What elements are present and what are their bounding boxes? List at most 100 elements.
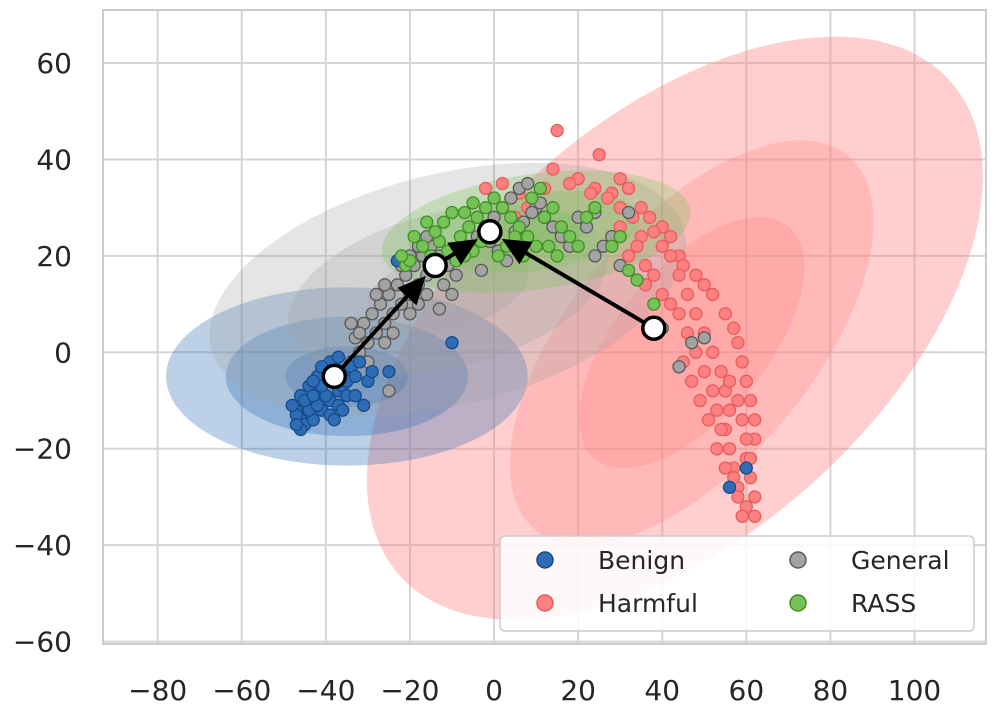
centroid-marker [641, 315, 667, 341]
centroid-marker [422, 252, 448, 279]
harmful-point [621, 249, 636, 263]
general-point [449, 268, 463, 282]
general-point [382, 384, 396, 398]
rass-point [457, 205, 472, 220]
harmful-point [722, 374, 737, 388]
benign-point [289, 417, 304, 432]
legend-box [499, 535, 975, 632]
rass-point [466, 196, 480, 210]
general-point [386, 326, 400, 340]
x-tick-label: 80 [813, 674, 849, 707]
harmful-point [710, 403, 724, 417]
scatter-points [285, 123, 762, 523]
x-tick-label: 0 [485, 674, 503, 707]
rass-point [550, 249, 564, 263]
harmful-point [663, 297, 678, 311]
general-point [521, 176, 535, 191]
harmful-point [743, 393, 758, 408]
legend-label-general: General [851, 546, 950, 575]
x-tick-label: 100 [888, 674, 941, 707]
rass-point [415, 239, 430, 253]
harmful-point [495, 176, 510, 191]
benign-point [327, 413, 341, 427]
rass-point [420, 215, 434, 229]
benign-point [352, 355, 367, 369]
benign-point [306, 389, 320, 403]
harmful-point [680, 287, 695, 302]
harmful-point [722, 442, 737, 456]
tick-labels: −80 −60 −40 −20 0 20 40 60 80 100 60 40 20 0 −20 −40 −60 [13, 47, 941, 707]
legend: Benign Harmful General RASS [499, 535, 975, 632]
rass-point [542, 239, 556, 253]
benign-point [445, 336, 459, 350]
harmful-point [697, 364, 711, 379]
y-tick-label: −20 [13, 433, 72, 466]
benign-point [285, 398, 299, 412]
rass-point [445, 205, 459, 220]
harmful-point [714, 422, 728, 437]
general-point [436, 278, 451, 292]
legend-marker-rass [789, 594, 807, 612]
harmful-point [647, 225, 661, 239]
rass-point [462, 220, 476, 234]
harmful-point [689, 307, 703, 321]
harmful-point [630, 239, 644, 253]
rass-point [579, 210, 594, 224]
harmful-point [739, 374, 753, 388]
benign-point [382, 364, 396, 379]
general-point [344, 316, 358, 331]
x-tick-label: −40 [296, 674, 355, 707]
harmful-point [563, 176, 577, 191]
harmful-point [655, 287, 669, 302]
benign-point [348, 369, 362, 384]
harmful-point [731, 490, 745, 504]
rass-point [630, 273, 644, 287]
harmful-point [634, 201, 648, 215]
rass-point [487, 191, 501, 205]
grid [103, 10, 986, 644]
harmful-point [706, 287, 720, 302]
y-tick-label: 60 [36, 47, 72, 80]
benign-point [365, 364, 379, 379]
rass-point [478, 201, 493, 215]
harmful-point [663, 249, 678, 263]
harmful-point [748, 490, 762, 504]
benign-point [331, 350, 346, 364]
general-point [697, 331, 711, 345]
harmful-point [672, 307, 686, 321]
rass-point [407, 229, 421, 244]
benign-point [348, 389, 362, 403]
harmful-point [584, 186, 598, 200]
harmful-point [663, 229, 678, 244]
harmful-point [592, 147, 606, 162]
rass-point [613, 229, 627, 244]
general-point [378, 336, 392, 350]
harmful-point [748, 413, 762, 427]
benign-point [722, 480, 737, 494]
rass-point [588, 201, 602, 215]
rass-point [554, 220, 568, 234]
rass-point [537, 210, 552, 224]
harmful-point [701, 413, 716, 427]
plot-frame [102, 9, 987, 645]
harmful-point [655, 239, 669, 253]
arrows [332, 238, 655, 378]
y-tick-label: 20 [36, 240, 72, 273]
x-tick-label: 40 [644, 674, 680, 707]
harmful-point [546, 162, 560, 176]
benign-point [739, 461, 753, 475]
harmful-point [642, 210, 657, 224]
benign-point [336, 403, 350, 417]
arrow-shaft [332, 292, 412, 378]
harmful-point [731, 336, 745, 350]
harmful-point [689, 268, 703, 282]
general-point [365, 307, 379, 321]
y-tick-label: −60 [13, 626, 72, 659]
rass-point [495, 201, 510, 215]
arrow-head [501, 238, 533, 265]
y-tick-label: 40 [36, 143, 72, 176]
harmful-point [706, 384, 720, 398]
y-tick-label: −40 [13, 529, 72, 562]
rass-point [470, 210, 484, 224]
